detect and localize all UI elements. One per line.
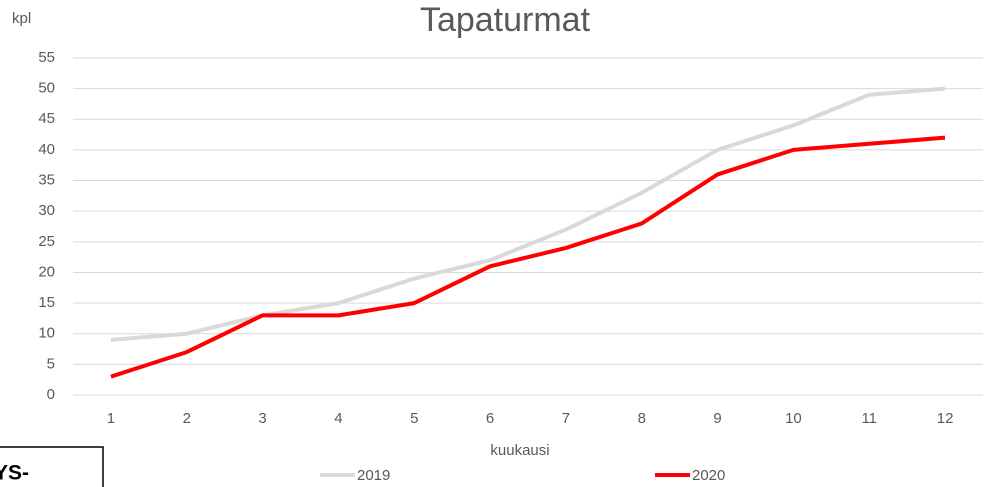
x-tick-label: 3 bbox=[258, 410, 266, 427]
y-tick-label: 35 bbox=[38, 172, 55, 189]
y-tick-label: 15 bbox=[38, 294, 55, 311]
chart-title: Tapaturmat bbox=[420, 1, 591, 39]
y-tick-label: 40 bbox=[38, 141, 55, 158]
x-tick-label: 6 bbox=[486, 410, 494, 427]
y-tick-label: 5 bbox=[47, 355, 55, 372]
y-tick-label: 50 bbox=[38, 80, 55, 97]
y-tick-label: 30 bbox=[38, 202, 55, 219]
y-axis-label: kpl bbox=[12, 10, 31, 27]
x-tick-label: 9 bbox=[713, 410, 721, 427]
x-tick-label: 12 bbox=[937, 410, 954, 427]
y-tick-label: 20 bbox=[38, 263, 55, 280]
y-tick-label: 55 bbox=[38, 49, 55, 66]
x-tick-label: 11 bbox=[861, 410, 877, 427]
y-tick-label: 0 bbox=[47, 386, 55, 403]
annotation-box bbox=[0, 446, 104, 487]
annotation: YS- bbox=[0, 462, 29, 485]
series-line bbox=[110, 135, 946, 379]
x-tick-label: 8 bbox=[638, 410, 646, 427]
x-tick-label: 4 bbox=[334, 410, 342, 427]
y-tick-label: 45 bbox=[38, 110, 55, 127]
y-tick-label: 10 bbox=[38, 325, 55, 342]
y-tick-label: 25 bbox=[38, 233, 55, 250]
legend-label: 2019 bbox=[357, 467, 390, 484]
x-axis-label: kuukausi bbox=[490, 442, 549, 459]
x-tick-label: 2 bbox=[183, 410, 191, 427]
legend-label: 2020 bbox=[692, 467, 725, 484]
x-tick-label: 1 bbox=[107, 410, 115, 427]
x-tick-label: 5 bbox=[410, 410, 418, 427]
x-tick-label: 10 bbox=[785, 410, 802, 427]
series-line bbox=[110, 86, 946, 342]
x-tick-label: 7 bbox=[562, 410, 570, 427]
